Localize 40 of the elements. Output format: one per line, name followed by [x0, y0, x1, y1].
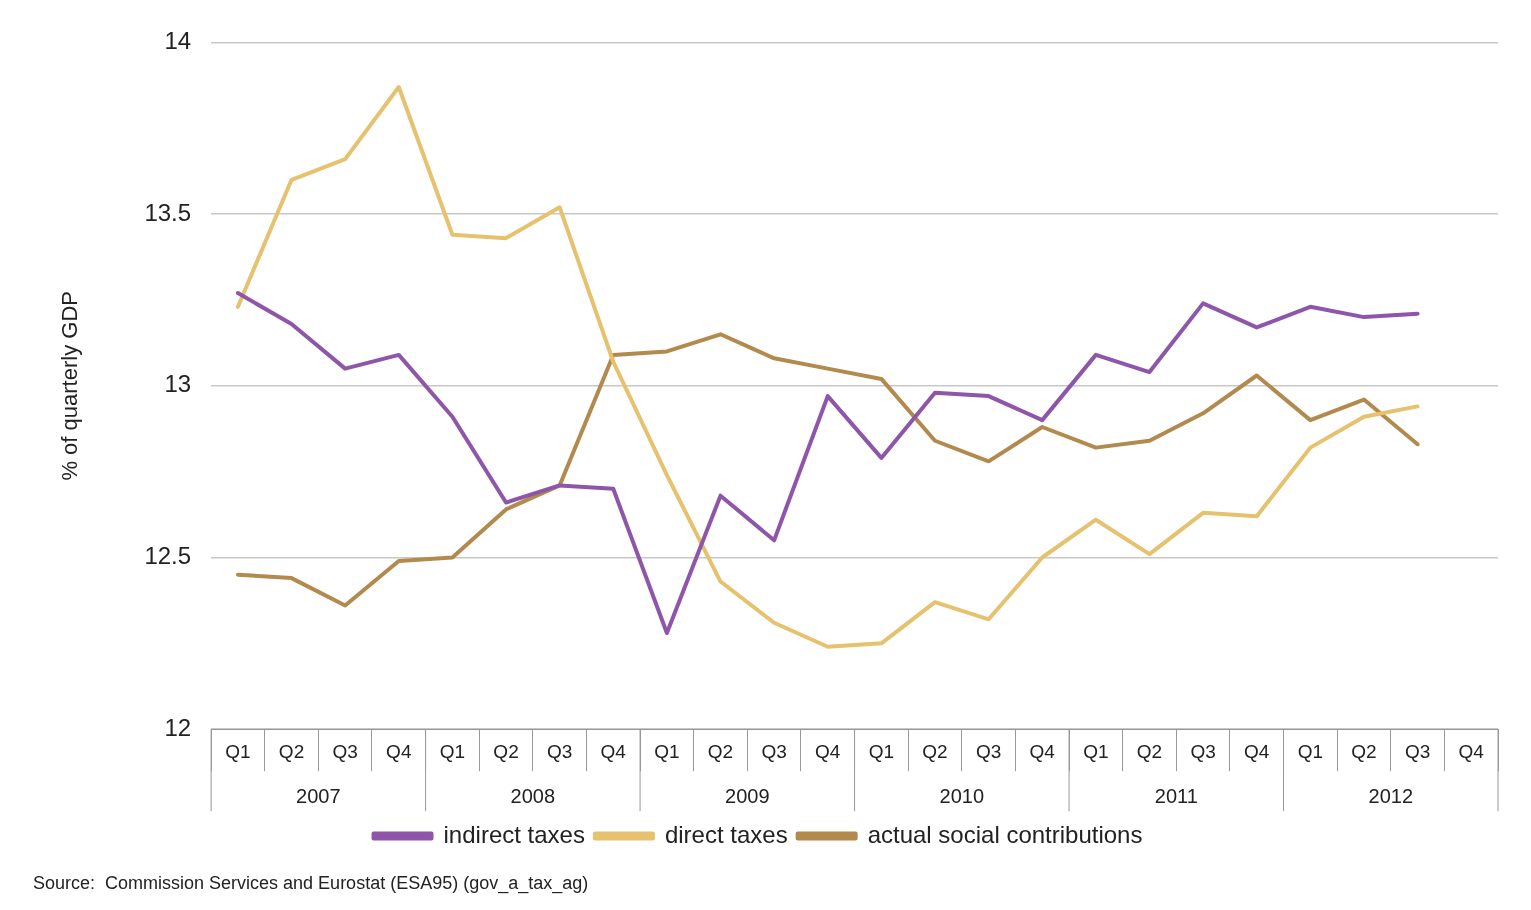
text: 2008 [510, 784, 556, 807]
x-tick-label: Q4 [600, 740, 627, 762]
x-tick-label: Q2 [493, 740, 519, 762]
x-tick-label: Q2 [278, 740, 305, 762]
y-tick-label: 13 [164, 370, 192, 398]
y-tick-label: 13.5 [144, 198, 192, 226]
y-tick-label: 14 [164, 27, 192, 55]
x-tick-label: Q2 [1351, 740, 1377, 762]
text: 2009 [725, 784, 770, 807]
x-tick-label: Q3 [332, 740, 358, 762]
x-tick-label: Q1 [654, 740, 680, 762]
x-tick-label: Q4 [1458, 740, 1485, 762]
x-tick-label: Q1 [1297, 740, 1324, 762]
x-tick-label: Q2 [707, 740, 734, 762]
x-tick-label: Q3 [1190, 740, 1216, 762]
x-tick-label: Q1 [225, 740, 251, 762]
x-tick-label: Q3 [975, 740, 1002, 762]
y-axis-title: % of quarterly GDP [57, 291, 83, 481]
x-tick-label: Q1 [868, 740, 895, 762]
x-tick-label: Q3 [1404, 740, 1431, 762]
x-tick-label: Q1 [439, 740, 466, 762]
legend-label: direct taxes [664, 820, 788, 848]
x-tick-label: Q3 [761, 740, 787, 762]
x-tick-label: Q4 [1029, 740, 1056, 762]
text: 2012 [1368, 784, 1414, 807]
x-tick-label: Q1 [1083, 740, 1109, 762]
x-tick-label: Q2 [922, 740, 948, 762]
y-tick-label: 12 [164, 713, 192, 741]
text: 2011 [1154, 784, 1198, 807]
x-tick-label: Q2 [1136, 740, 1163, 762]
y-tick-label: 12.5 [144, 542, 192, 570]
x-tick-label: Q4 [815, 740, 841, 762]
source-note: Source: Commission Services and Eurostat (ESA95) (gov_a_tax_ag) [33, 872, 589, 894]
text: 2010 [939, 784, 985, 807]
x-tick-label: Q4 [386, 740, 412, 762]
x-tick-label: Q3 [546, 740, 573, 762]
x-tick-label: Q4 [1244, 740, 1270, 762]
text: 2007 [296, 784, 341, 807]
legend-label: actual social contributions [867, 820, 1143, 848]
legend-label: indirect taxes [443, 820, 585, 848]
